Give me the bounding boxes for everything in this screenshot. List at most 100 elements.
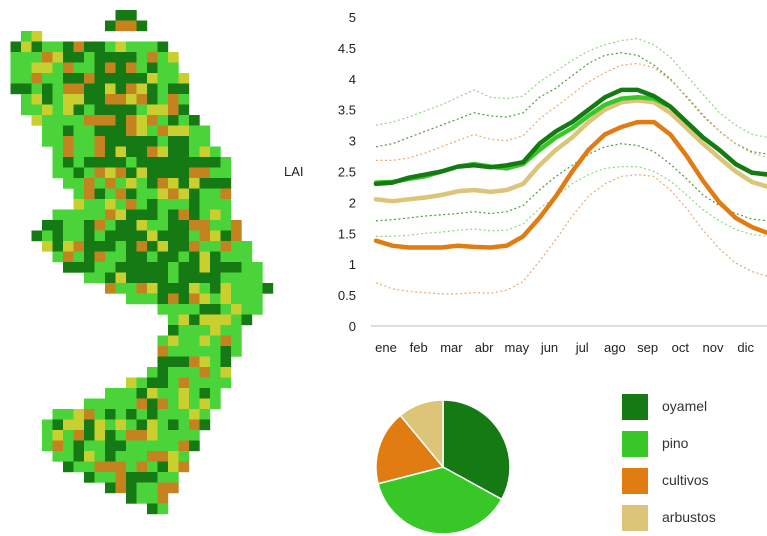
map-cell: [115, 461, 127, 473]
map-cell: [31, 115, 43, 126]
map-cell: [199, 188, 211, 200]
map-cell: [136, 419, 148, 431]
map-cell: [220, 283, 232, 294]
map-cell: [84, 220, 95, 231]
map-cell: [210, 262, 221, 273]
legend-label-pino: pino: [662, 435, 689, 451]
map-cell: [157, 430, 169, 441]
map-cell: [42, 73, 53, 84]
map-cell: [210, 335, 221, 347]
map-cell: [94, 472, 106, 483]
map-cell: [52, 62, 64, 74]
map-cell: [199, 314, 211, 326]
map-cell: [136, 220, 148, 231]
map-cell: [10, 41, 22, 53]
map-cell: [84, 178, 95, 189]
map-cell: [178, 115, 190, 126]
map-cell: [147, 482, 158, 494]
map-cell: [136, 20, 148, 32]
map-cell: [136, 83, 148, 95]
map-cell: [126, 10, 137, 21]
map-cell: [84, 262, 95, 273]
map-cell: [84, 461, 95, 473]
map-cell: [136, 272, 148, 284]
map-cell: [105, 188, 116, 200]
map-cell: [105, 20, 116, 32]
map-cell: [94, 167, 106, 179]
map-cell: [126, 451, 137, 462]
map-cell: [42, 62, 53, 74]
map-cell: [210, 167, 221, 179]
map-cell: [220, 304, 232, 315]
y-tick-label: 5: [349, 10, 356, 25]
map-cell: [199, 335, 211, 347]
map-cell: [157, 482, 169, 494]
map-cell: [94, 62, 106, 74]
map-cell: [126, 209, 137, 221]
map-cell: [94, 461, 106, 473]
map-cell: [115, 188, 127, 200]
map-cell: [94, 178, 106, 189]
map-cell: [231, 293, 242, 305]
map-cell: [157, 220, 169, 231]
map-cell: [84, 272, 95, 284]
map-cell: [210, 314, 221, 326]
map-cell: [105, 220, 116, 231]
map-cell: [52, 83, 64, 95]
map-cell: [199, 293, 211, 305]
map-cell: [115, 167, 127, 179]
map-cell: [168, 440, 179, 452]
map-cell: [231, 314, 242, 326]
map-cell: [63, 146, 74, 158]
map-cell: [126, 220, 137, 231]
map-cell: [189, 388, 200, 399]
y-tick-label: 3: [349, 134, 356, 149]
map-cell: [115, 199, 127, 210]
map-cell: [199, 283, 211, 294]
map-cell: [21, 104, 32, 116]
map-cell: [115, 283, 127, 294]
x-tick-label: sep: [637, 340, 658, 355]
map-cell: [157, 178, 169, 189]
map-cell: [168, 94, 179, 105]
map-cell: [147, 493, 158, 504]
map-cell: [94, 241, 106, 252]
map-cell: [73, 241, 85, 252]
map-cell: [84, 73, 95, 84]
map-cell: [126, 461, 137, 473]
map-cell: [63, 430, 74, 441]
map-cell: [210, 230, 221, 242]
map-cell: [84, 430, 95, 441]
map-cell: [126, 199, 137, 210]
map-cell: [147, 146, 158, 158]
map-cell: [126, 146, 137, 158]
map-cell: [157, 367, 169, 378]
map-cell: [52, 157, 64, 168]
map-cell: [94, 83, 106, 95]
map-cell: [136, 451, 148, 462]
map-cell: [199, 377, 211, 389]
map-cell: [157, 199, 169, 210]
map-cell: [241, 293, 253, 305]
map-cell: [105, 167, 116, 179]
map-cell: [105, 440, 116, 452]
map-cell: [84, 146, 95, 158]
map-cell: [63, 230, 74, 242]
map-cell: [84, 440, 95, 452]
map-cell: [241, 314, 253, 326]
map-cell: [157, 73, 169, 84]
map-cell: [157, 377, 169, 389]
map-cell: [231, 335, 242, 347]
map-cell: [94, 251, 106, 263]
map-cell: [178, 146, 190, 158]
map-cell: [231, 346, 242, 357]
map-cell: [73, 83, 85, 95]
map-cell: [84, 52, 95, 63]
map-cell: [168, 346, 179, 357]
map-cell: [178, 409, 190, 420]
map-cell: [73, 461, 85, 473]
map-cell: [199, 367, 211, 378]
map-cell: [168, 262, 179, 273]
map-cell: [63, 409, 74, 420]
